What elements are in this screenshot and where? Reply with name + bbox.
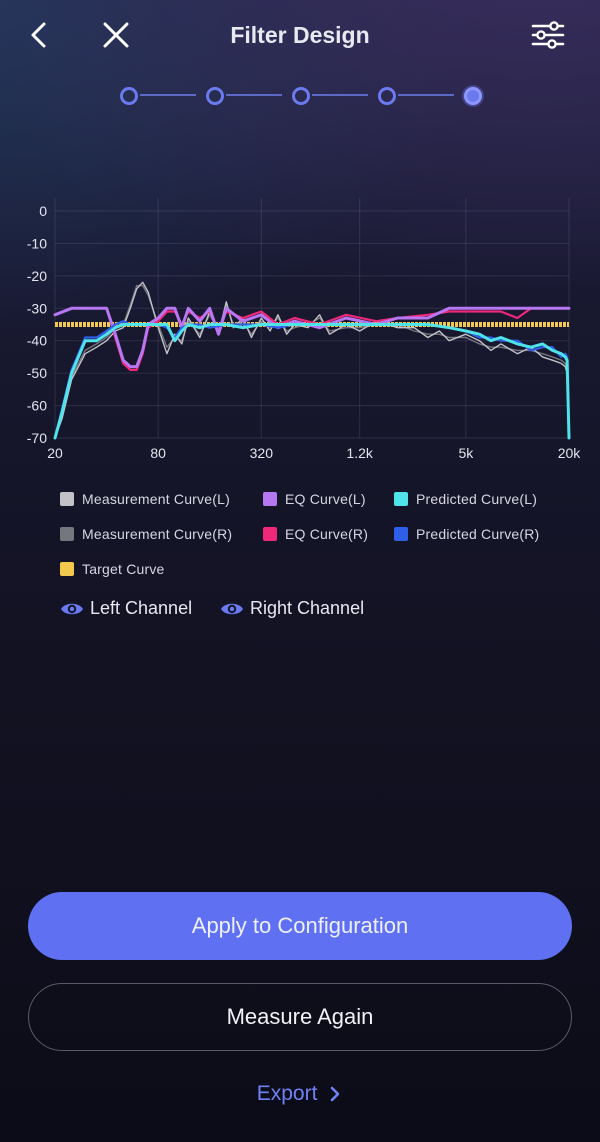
legend-label: EQ Curve(R) xyxy=(285,526,369,542)
series-eq-curve-l xyxy=(53,306,571,369)
legend-swatch xyxy=(60,527,74,541)
legend-label: Predicted Curve(R) xyxy=(416,526,540,542)
chevron-right-icon xyxy=(330,1087,340,1102)
x-tick-label: 320 xyxy=(250,445,274,461)
measure-again-button[interactable]: Measure Again xyxy=(28,983,572,1051)
legend-label: EQ Curve(L) xyxy=(285,491,366,507)
y-tick-label: -60 xyxy=(27,398,47,414)
x-tick-label: 20 xyxy=(47,445,63,461)
left-channel-label: Left Channel xyxy=(90,598,193,618)
eye-icon xyxy=(221,603,243,614)
y-tick-label: -70 xyxy=(27,430,47,446)
series-predicted-curve-r xyxy=(53,320,571,440)
step-1 xyxy=(120,87,138,105)
close-icon[interactable] xyxy=(98,17,134,53)
legend-swatch xyxy=(263,492,277,506)
progress-stepper xyxy=(115,84,487,108)
step-connector xyxy=(398,94,454,96)
legend-swatch xyxy=(394,492,408,506)
x-tick-label: 80 xyxy=(150,445,166,461)
page-title: Filter Design xyxy=(230,22,370,48)
y-tick-label: -30 xyxy=(27,300,47,316)
legend-label: Measurement Curve(R) xyxy=(82,526,233,542)
legend-swatch xyxy=(60,562,74,576)
legend-predicted-left: Predicted Curve(L) xyxy=(394,491,537,507)
step-5-current xyxy=(464,87,482,105)
x-tick-label: 5k xyxy=(458,445,474,461)
legend-eq-left: EQ Curve(L) xyxy=(263,491,366,507)
chevron-left-icon[interactable] xyxy=(22,17,58,53)
legend-label: Measurement Curve(L) xyxy=(82,491,230,507)
apply-to-configuration-button[interactable]: Apply to Configuration xyxy=(28,892,572,960)
legend-measurement-left: Measurement Curve(L) xyxy=(60,491,230,507)
legend-label: Target Curve xyxy=(82,561,165,577)
y-tick-label: 0 xyxy=(39,203,47,219)
legend-target: Target Curve xyxy=(60,561,165,577)
y-tick-label: -40 xyxy=(27,333,47,349)
step-3 xyxy=(292,87,310,105)
sliders-icon[interactable] xyxy=(528,17,568,53)
y-tick-label: -20 xyxy=(27,268,47,284)
step-connector xyxy=(226,94,282,96)
step-connector xyxy=(312,94,368,96)
legend-predicted-right: Predicted Curve(R) xyxy=(394,526,539,542)
eye-icon xyxy=(61,603,83,614)
legend-swatch xyxy=(394,527,408,541)
legend-swatch xyxy=(263,527,277,541)
legend-measurement-right: Measurement Curve(R) xyxy=(60,526,232,542)
export-label: Export xyxy=(256,1082,318,1106)
chart-canvas: 20 80 320 1.2k 5k 20k 0 -10 -20 -30 -40 -50 -60 -70 xyxy=(27,198,582,461)
x-tick-label: 1.2k xyxy=(346,445,373,461)
left-channel-toggle[interactable]: Left Channel xyxy=(60,598,192,619)
legend-eq-right: EQ Curve(R) xyxy=(263,526,368,542)
step-connector xyxy=(140,94,196,96)
legend-label: Predicted Curve(L) xyxy=(416,491,538,507)
y-tick-label: -50 xyxy=(27,365,47,381)
legend-swatch xyxy=(60,492,74,506)
x-tick-label: 20k xyxy=(558,445,582,461)
y-tick-label: -10 xyxy=(27,235,47,251)
series-predicted-curve-l xyxy=(53,323,571,440)
export-link[interactable]: Export xyxy=(0,1082,600,1106)
right-channel-label: Right Channel xyxy=(250,598,365,618)
right-channel-toggle[interactable]: Right Channel xyxy=(220,598,364,619)
nav-bar: Filter Design xyxy=(0,0,600,70)
step-2 xyxy=(206,87,224,105)
series-measurement-curve-l xyxy=(54,281,570,439)
frequency-response-chart: 20 80 320 1.2k 5k 20k 0 -10 -20 -30 -40 -50 -60 -70 xyxy=(0,180,600,470)
step-4 xyxy=(378,87,396,105)
